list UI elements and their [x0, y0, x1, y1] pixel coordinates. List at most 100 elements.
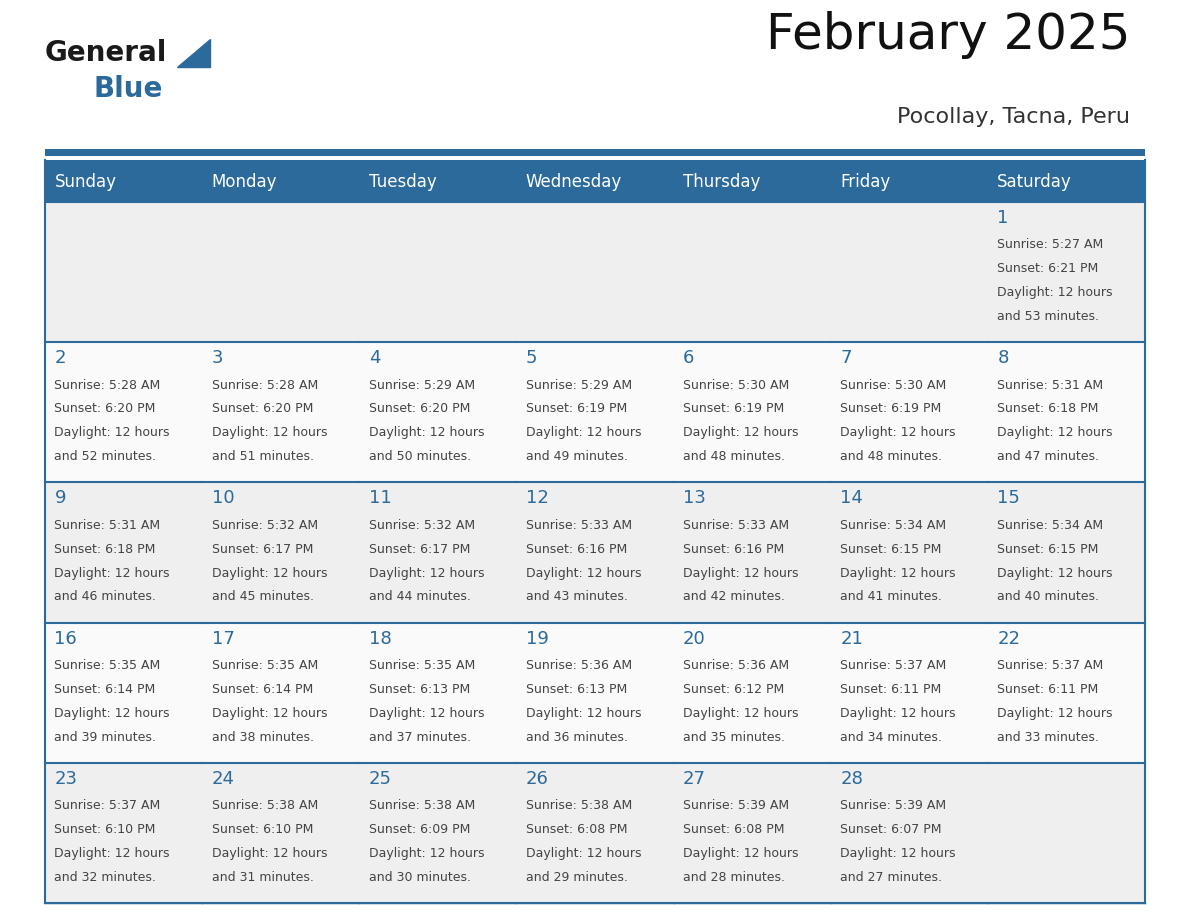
Text: 28: 28 [840, 770, 862, 788]
Text: Sunset: 6:14 PM: Sunset: 6:14 PM [55, 683, 156, 696]
Text: Sunset: 6:19 PM: Sunset: 6:19 PM [840, 402, 941, 416]
Text: Sunrise: 5:33 AM: Sunrise: 5:33 AM [526, 519, 632, 532]
Text: Daylight: 12 hours: Daylight: 12 hours [840, 566, 955, 579]
Text: and 48 minutes.: and 48 minutes. [840, 450, 942, 464]
Text: Sunset: 6:11 PM: Sunset: 6:11 PM [997, 683, 1099, 696]
Text: 15: 15 [997, 489, 1020, 508]
Text: and 51 minutes.: and 51 minutes. [211, 450, 314, 464]
Text: Monday: Monday [211, 173, 277, 191]
Text: Daylight: 12 hours: Daylight: 12 hours [211, 707, 327, 720]
Text: Sunrise: 5:35 AM: Sunrise: 5:35 AM [368, 659, 475, 672]
Text: Sunset: 6:17 PM: Sunset: 6:17 PM [368, 543, 470, 555]
Text: Daylight: 12 hours: Daylight: 12 hours [526, 566, 642, 579]
Text: Sunrise: 5:30 AM: Sunrise: 5:30 AM [683, 378, 789, 392]
Text: Daylight: 12 hours: Daylight: 12 hours [211, 426, 327, 440]
Text: Sunrise: 5:28 AM: Sunrise: 5:28 AM [55, 378, 160, 392]
Text: and 47 minutes.: and 47 minutes. [997, 450, 1099, 464]
Text: and 52 minutes.: and 52 minutes. [55, 450, 157, 464]
Text: Wednesday: Wednesday [526, 173, 623, 191]
Text: 3: 3 [211, 349, 223, 367]
Text: and 38 minutes.: and 38 minutes. [211, 731, 314, 744]
Text: 23: 23 [55, 770, 77, 788]
Text: Sunrise: 5:37 AM: Sunrise: 5:37 AM [997, 659, 1104, 672]
Text: Sunrise: 5:37 AM: Sunrise: 5:37 AM [840, 659, 947, 672]
Text: 19: 19 [526, 630, 549, 647]
Text: Daylight: 12 hours: Daylight: 12 hours [211, 566, 327, 579]
Text: Sunset: 6:09 PM: Sunset: 6:09 PM [368, 823, 470, 836]
Text: 5: 5 [526, 349, 537, 367]
Text: Pocollay, Tacna, Peru: Pocollay, Tacna, Peru [897, 107, 1130, 127]
Text: Blue: Blue [94, 74, 163, 103]
Text: Sunset: 6:08 PM: Sunset: 6:08 PM [683, 823, 784, 836]
Text: Sunset: 6:21 PM: Sunset: 6:21 PM [997, 263, 1099, 275]
Text: Sunrise: 5:31 AM: Sunrise: 5:31 AM [55, 519, 160, 532]
Text: Friday: Friday [840, 173, 890, 191]
Text: Daylight: 12 hours: Daylight: 12 hours [526, 707, 642, 720]
Text: Daylight: 12 hours: Daylight: 12 hours [997, 426, 1113, 440]
Text: 26: 26 [526, 770, 549, 788]
Text: Sunset: 6:20 PM: Sunset: 6:20 PM [211, 402, 312, 416]
Text: and 28 minutes.: and 28 minutes. [683, 871, 785, 884]
Text: 10: 10 [211, 489, 234, 508]
Text: Sunset: 6:10 PM: Sunset: 6:10 PM [211, 823, 312, 836]
Text: Daylight: 12 hours: Daylight: 12 hours [526, 847, 642, 860]
Text: Sunrise: 5:29 AM: Sunrise: 5:29 AM [526, 378, 632, 392]
Text: Sunset: 6:07 PM: Sunset: 6:07 PM [840, 823, 942, 836]
Text: 4: 4 [368, 349, 380, 367]
Text: and 35 minutes.: and 35 minutes. [683, 731, 785, 744]
Text: Sunrise: 5:29 AM: Sunrise: 5:29 AM [368, 378, 475, 392]
Text: Sunset: 6:18 PM: Sunset: 6:18 PM [55, 543, 156, 555]
Text: Sunrise: 5:36 AM: Sunrise: 5:36 AM [683, 659, 789, 672]
Text: Sunset: 6:10 PM: Sunset: 6:10 PM [55, 823, 156, 836]
Text: and 31 minutes.: and 31 minutes. [211, 871, 314, 884]
Text: 20: 20 [683, 630, 706, 647]
Text: 17: 17 [211, 630, 234, 647]
Text: Sunset: 6:08 PM: Sunset: 6:08 PM [526, 823, 627, 836]
Text: Sunrise: 5:28 AM: Sunrise: 5:28 AM [211, 378, 318, 392]
Text: Daylight: 12 hours: Daylight: 12 hours [55, 426, 170, 440]
Text: Daylight: 12 hours: Daylight: 12 hours [683, 566, 798, 579]
Text: Sunrise: 5:38 AM: Sunrise: 5:38 AM [368, 800, 475, 812]
Text: Daylight: 12 hours: Daylight: 12 hours [997, 566, 1113, 579]
Text: Sunset: 6:15 PM: Sunset: 6:15 PM [840, 543, 942, 555]
Text: Sunset: 6:16 PM: Sunset: 6:16 PM [526, 543, 627, 555]
Text: Daylight: 12 hours: Daylight: 12 hours [368, 426, 485, 440]
Text: Daylight: 12 hours: Daylight: 12 hours [997, 286, 1113, 299]
Text: Sunset: 6:20 PM: Sunset: 6:20 PM [55, 402, 156, 416]
Text: Daylight: 12 hours: Daylight: 12 hours [683, 426, 798, 440]
Text: Daylight: 12 hours: Daylight: 12 hours [526, 426, 642, 440]
Polygon shape [177, 39, 210, 67]
Text: 22: 22 [997, 630, 1020, 647]
Text: 1: 1 [997, 209, 1009, 227]
Text: Sunrise: 5:32 AM: Sunrise: 5:32 AM [368, 519, 475, 532]
Text: and 39 minutes.: and 39 minutes. [55, 731, 157, 744]
Text: 6: 6 [683, 349, 694, 367]
Text: and 33 minutes.: and 33 minutes. [997, 731, 1099, 744]
Text: Sunset: 6:20 PM: Sunset: 6:20 PM [368, 402, 470, 416]
Text: Daylight: 12 hours: Daylight: 12 hours [368, 566, 485, 579]
Text: 9: 9 [55, 489, 65, 508]
Text: 24: 24 [211, 770, 234, 788]
Text: Sunset: 6:13 PM: Sunset: 6:13 PM [368, 683, 470, 696]
Text: and 30 minutes.: and 30 minutes. [368, 871, 470, 884]
Text: Daylight: 12 hours: Daylight: 12 hours [683, 847, 798, 860]
Text: and 32 minutes.: and 32 minutes. [55, 871, 157, 884]
Text: and 42 minutes.: and 42 minutes. [683, 590, 785, 603]
Text: Sunrise: 5:35 AM: Sunrise: 5:35 AM [211, 659, 318, 672]
Text: Sunrise: 5:31 AM: Sunrise: 5:31 AM [997, 378, 1104, 392]
Text: Sunrise: 5:39 AM: Sunrise: 5:39 AM [683, 800, 789, 812]
Text: Sunset: 6:11 PM: Sunset: 6:11 PM [840, 683, 941, 696]
Text: and 41 minutes.: and 41 minutes. [840, 590, 942, 603]
Text: and 34 minutes.: and 34 minutes. [840, 731, 942, 744]
Text: and 27 minutes.: and 27 minutes. [840, 871, 942, 884]
Text: Daylight: 12 hours: Daylight: 12 hours [683, 707, 798, 720]
Text: and 36 minutes.: and 36 minutes. [526, 731, 627, 744]
Text: Sunrise: 5:27 AM: Sunrise: 5:27 AM [997, 239, 1104, 252]
Text: 25: 25 [368, 770, 392, 788]
Text: Sunday: Sunday [55, 173, 116, 191]
Text: Sunrise: 5:34 AM: Sunrise: 5:34 AM [997, 519, 1104, 532]
Text: Daylight: 12 hours: Daylight: 12 hours [840, 707, 955, 720]
Text: 13: 13 [683, 489, 706, 508]
Text: Sunset: 6:13 PM: Sunset: 6:13 PM [526, 683, 627, 696]
Text: and 40 minutes.: and 40 minutes. [997, 590, 1099, 603]
